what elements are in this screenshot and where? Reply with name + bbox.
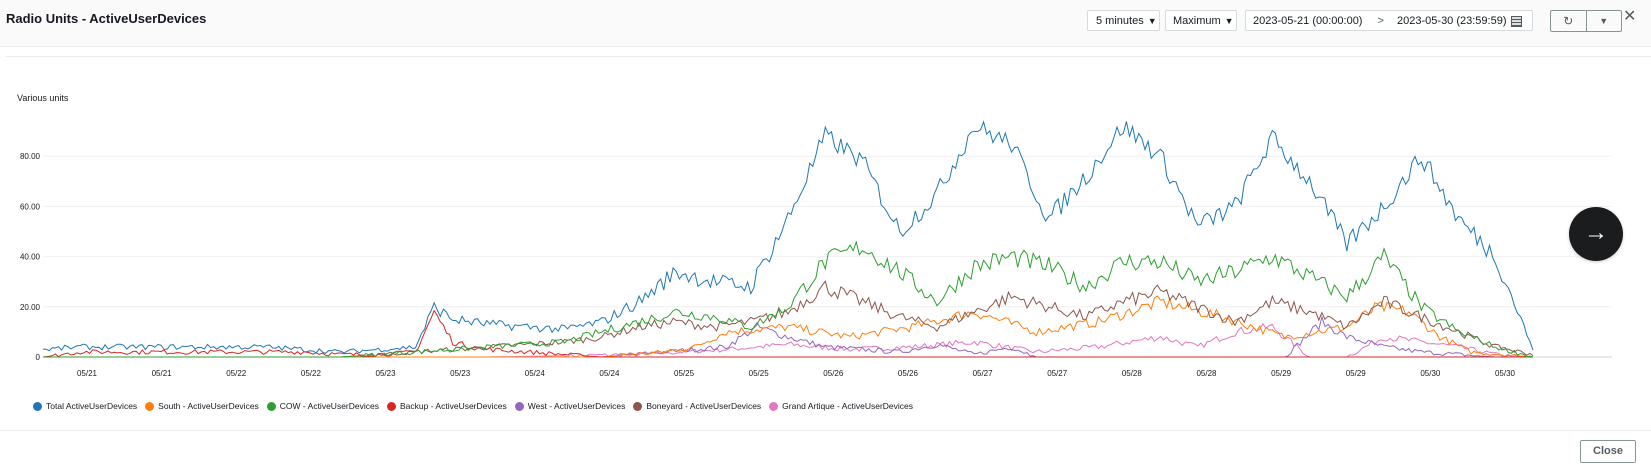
x-tick-label: 05/22: [226, 369, 247, 378]
chevron-right-icon: >: [1378, 11, 1384, 32]
caret-down-icon: ▼: [1599, 16, 1608, 26]
legend-item[interactable]: Backup - ActiveUserDevices: [387, 401, 507, 411]
x-tick-label: 05/29: [1271, 369, 1292, 378]
y-axis-label: Various units: [17, 93, 69, 103]
footer-divider: [0, 430, 1651, 431]
range-end: 2023-05-30 (23:59:59): [1397, 15, 1506, 27]
calendar-icon[interactable]: [1511, 16, 1522, 27]
y-ticks: 0 20.00 40.00 60.00 80.00: [20, 152, 41, 362]
x-tick-label: 05/24: [525, 369, 546, 378]
refresh-button[interactable]: ↻: [1551, 11, 1586, 31]
arrow-right-icon: →: [1584, 219, 1608, 246]
statistic-select[interactable]: Maximum ▼: [1165, 10, 1237, 31]
series-line-south-activeuserdevices: [43, 296, 1533, 357]
y-tick-label: 20.00: [20, 303, 41, 312]
refresh-icon: ↻: [1563, 14, 1573, 28]
close-icon[interactable]: ✕: [1623, 6, 1636, 26]
x-tick-label: 05/27: [1047, 369, 1068, 378]
legend-item[interactable]: Boneyard - ActiveUserDevices: [633, 401, 761, 411]
statistic-value: Maximum: [1173, 15, 1221, 27]
divider: [6, 56, 1651, 57]
refresh-button-group: ↻ ▼: [1550, 10, 1622, 32]
legend-swatch-icon: [387, 402, 396, 411]
range-start: 2023-05-21 (00:00:00): [1253, 15, 1362, 27]
x-tick-label: 05/30: [1420, 369, 1441, 378]
series-line-west-activeuserdevices: [43, 317, 1533, 357]
series-line-grand-artique-activeuserdevices: [43, 324, 1533, 357]
x-tick-label: 05/25: [674, 369, 695, 378]
x-tick-label: 05/22: [301, 369, 322, 378]
legend-swatch-icon: [267, 402, 276, 411]
x-tick-label: 05/24: [599, 369, 620, 378]
series-line-cow-activeuserdevices: [43, 242, 1533, 357]
x-ticks: 05/21 05/21 05/22 05/22 05/23 05/23 05/24 05/24…: [77, 369, 1516, 378]
legend-label: COW - ActiveUserDevices: [280, 401, 379, 411]
legend-item[interactable]: South - ActiveUserDevices: [145, 401, 259, 411]
legend-label: South - ActiveUserDevices: [158, 401, 259, 411]
legend-item[interactable]: COW - ActiveUserDevices: [267, 401, 379, 411]
line-chart: Various units 0 20.00 40.00 60.00 80.00 05/2…: [0, 60, 1651, 400]
legend-item[interactable]: Grand Artique - ActiveUserDevices: [769, 401, 913, 411]
x-tick-label: 05/28: [1196, 369, 1217, 378]
x-tick-label: 05/21: [152, 369, 173, 378]
x-tick-label: 05/28: [1122, 369, 1143, 378]
close-button[interactable]: Close: [1580, 440, 1636, 463]
legend-label: Grand Artique - ActiveUserDevices: [782, 401, 913, 411]
x-tick-label: 05/27: [973, 369, 994, 378]
legend-swatch-icon: [515, 402, 524, 411]
legend-swatch-icon: [145, 402, 154, 411]
period-value: 5 minutes: [1096, 15, 1144, 27]
caret-down-icon: ▼: [1148, 16, 1157, 26]
legend-label: Boneyard - ActiveUserDevices: [646, 401, 761, 411]
legend-swatch-icon: [769, 402, 778, 411]
x-tick-label: 05/30: [1495, 369, 1516, 378]
dialog-title: Radio Units - ActiveUserDevices: [6, 11, 206, 26]
caret-down-icon: ▼: [1225, 16, 1234, 26]
legend-item[interactable]: West - ActiveUserDevices: [515, 401, 626, 411]
legend-label: Total ActiveUserDevices: [46, 401, 137, 411]
next-button[interactable]: →: [1569, 207, 1623, 261]
y-tick-label: 0: [36, 353, 41, 362]
x-tick-label: 05/23: [376, 369, 397, 378]
y-tick-label: 40.00: [20, 253, 41, 262]
x-tick-label: 05/21: [77, 369, 98, 378]
x-tick-label: 05/26: [823, 369, 844, 378]
chart-legend: Total ActiveUserDevices South - ActiveUse…: [33, 401, 921, 411]
legend-label: Backup - ActiveUserDevices: [400, 401, 507, 411]
refresh-options-button[interactable]: ▼: [1586, 11, 1622, 31]
period-select[interactable]: 5 minutes ▼: [1087, 10, 1160, 31]
legend-label: West - ActiveUserDevices: [528, 401, 626, 411]
x-tick-label: 05/25: [749, 369, 770, 378]
legend-item[interactable]: Total ActiveUserDevices: [33, 401, 137, 411]
x-tick-label: 05/23: [450, 369, 471, 378]
y-tick-label: 80.00: [20, 152, 41, 161]
dialog-header: Radio Units - ActiveUserDevices 5 minute…: [0, 0, 1651, 47]
date-range-picker[interactable]: 2023-05-21 (00:00:00) > 2023-05-30 (23:5…: [1245, 10, 1533, 31]
x-tick-label: 05/29: [1346, 369, 1367, 378]
legend-swatch-icon: [33, 402, 42, 411]
series-lines: [43, 122, 1533, 358]
y-tick-label: 60.00: [20, 202, 41, 211]
legend-swatch-icon: [633, 402, 642, 411]
x-tick-label: 05/26: [898, 369, 919, 378]
